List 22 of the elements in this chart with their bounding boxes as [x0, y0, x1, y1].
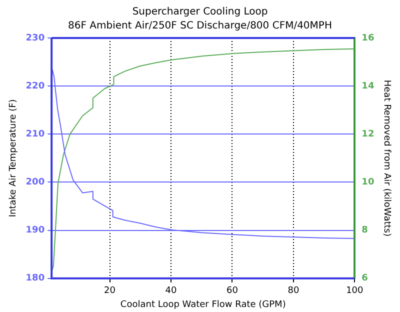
y2-axis-title: Heat Removed from Air (kiloWatts) [381, 80, 392, 237]
x-tick-label: 40 [165, 286, 177, 296]
x-axis-title: Coolant Loop Water Flow Rate (GPM) [120, 300, 286, 310]
y-tick-label: 180 [26, 274, 45, 284]
x-tick-label: 80 [288, 286, 300, 296]
x-tick-label: 20 [104, 286, 116, 296]
y-tick-label: 230 [26, 33, 45, 44]
y-tick-label: 210 [26, 130, 45, 140]
y2-tick-label: 6 [362, 274, 368, 284]
y-tick-label: 190 [26, 226, 45, 236]
y2-tick-label: 8 [362, 226, 368, 236]
x-tick-label: 100 [346, 286, 364, 296]
chart-title: Supercharger Cooling Loop [132, 6, 268, 18]
y2-tick-label: 16 [362, 33, 374, 44]
y-tick-label: 220 [26, 81, 45, 92]
y2-tick-label: 14 [362, 81, 374, 92]
chart-subtitle: 86F Ambient Air/250F SC Discharge/800 CFM/40MPH [68, 20, 332, 32]
x-tick-label: 60 [226, 286, 238, 296]
y2-tick-label: 10 [362, 178, 374, 188]
y-axis-title: Intake Air Temperature (F) [8, 99, 19, 218]
y-tick-label: 200 [26, 178, 45, 188]
y2-tick-label: 12 [362, 130, 374, 140]
